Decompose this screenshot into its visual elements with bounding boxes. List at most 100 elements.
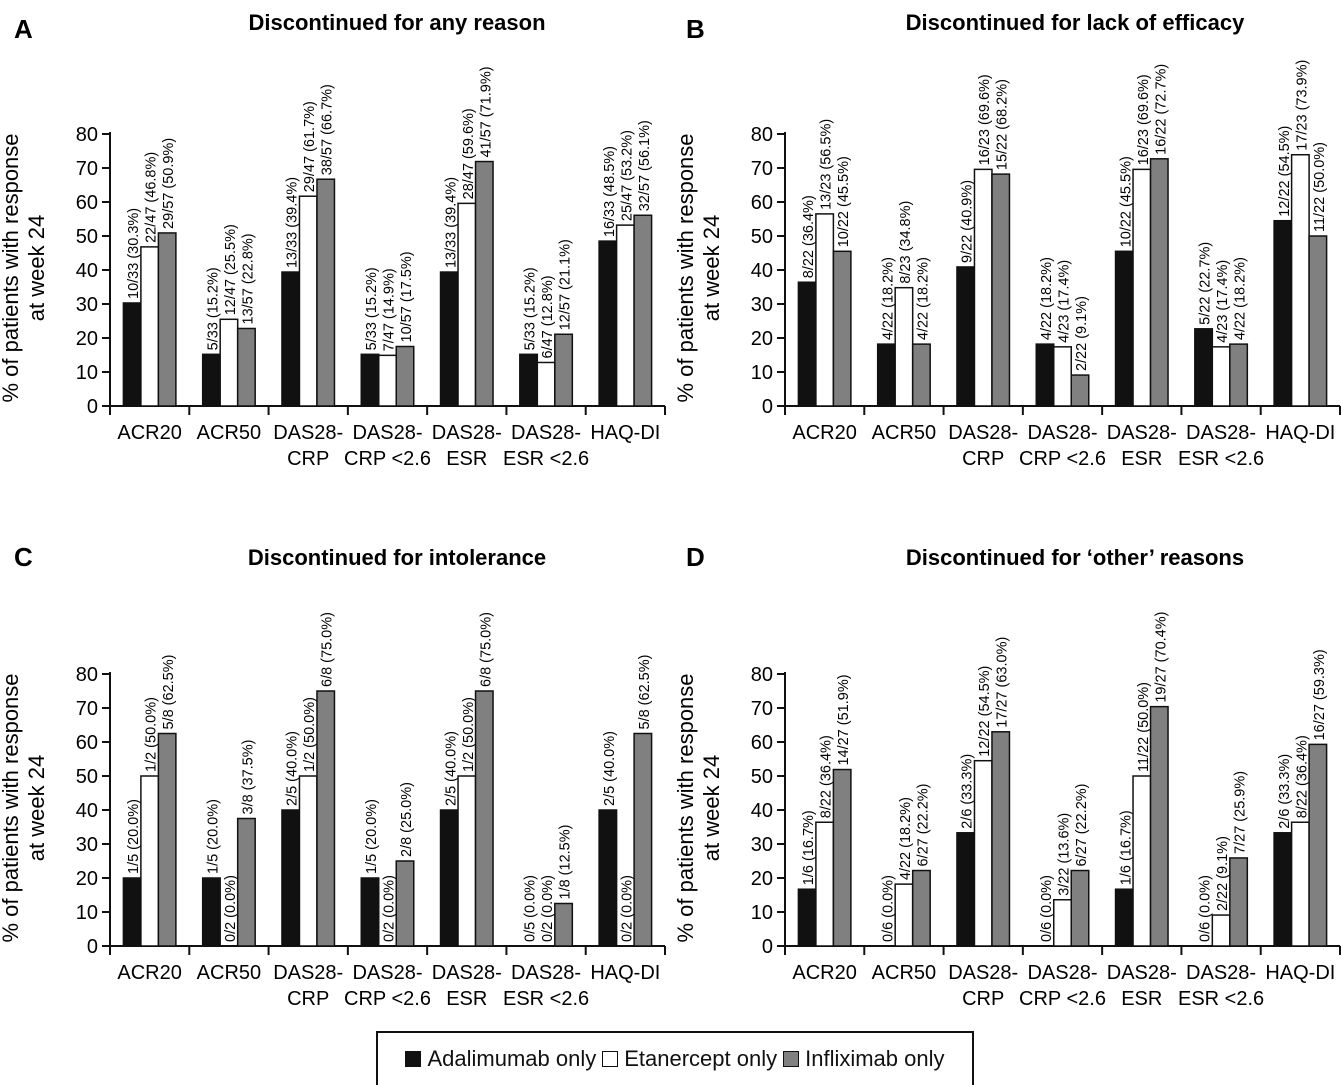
- y-axis-label-line: % of patients with response: [673, 133, 698, 402]
- data-label: 4/23 (17.4%): [1215, 260, 1231, 343]
- y-tick-label: 20: [751, 328, 773, 350]
- bar: [815, 821, 835, 947]
- data-label: 4/22 (18.2%): [898, 797, 914, 880]
- data-label: 7/27 (25.9%): [1233, 771, 1249, 854]
- data-label: 2/22 (9.1%): [1074, 296, 1090, 371]
- bar: [219, 318, 239, 407]
- y-tick-label: 50: [751, 766, 773, 788]
- data-label: 2/8 (25.0%): [399, 782, 415, 857]
- y-tick-label: 0: [762, 396, 773, 418]
- data-label: 8/22 (36.4%): [801, 195, 817, 278]
- x-tick-label: DAS28-: [1107, 962, 1177, 984]
- x-tick-label: DAS28-: [948, 962, 1018, 984]
- data-label: 0/6 (0.0%): [880, 875, 896, 942]
- data-label: 4/22 (18.2%): [915, 257, 931, 340]
- data-label: 10/22 (45.5%): [836, 156, 852, 247]
- bar: [281, 809, 301, 947]
- bar: [815, 213, 835, 407]
- y-axis-label-line: at week 24: [24, 215, 49, 321]
- bar: [598, 240, 618, 407]
- x-tick-label: ESR <2.6: [503, 988, 589, 1010]
- y-axis-label-line: at week 24: [699, 215, 724, 321]
- data-label: 1/5 (20.0%): [364, 799, 380, 874]
- data-label: 5/33 (15.2%): [523, 267, 539, 350]
- bar: [281, 271, 301, 407]
- bar: [956, 266, 976, 407]
- data-label: 2/5 (40.0%): [285, 731, 301, 806]
- y-tick-label: 20: [76, 868, 98, 890]
- data-label: 4/23 (17.4%): [1057, 260, 1073, 343]
- data-label: 16/27 (59.3%): [1312, 649, 1328, 740]
- data-label: 10/57 (17.5%): [399, 251, 415, 342]
- y-tick-label: 0: [87, 936, 98, 958]
- bar: [1149, 158, 1169, 407]
- panel-letter: B: [686, 14, 705, 44]
- data-label: 13/23 (56.5%): [819, 119, 835, 210]
- x-tick-label: DAS28-: [1107, 422, 1177, 444]
- bar: [991, 731, 1011, 947]
- bar: [615, 224, 635, 407]
- data-label: 16/22 (72.7%): [1153, 64, 1169, 155]
- bar: [911, 343, 931, 407]
- x-tick-label: ACR50: [197, 962, 261, 984]
- data-label: 6/47 (12.8%): [540, 275, 556, 358]
- bar: [157, 232, 177, 407]
- x-tick-label: ACR20: [792, 422, 856, 444]
- bar: [1035, 343, 1055, 407]
- y-tick-label: 40: [76, 800, 98, 822]
- bar: [474, 690, 494, 947]
- x-tick-label: ACR50: [872, 422, 936, 444]
- data-label: 12/22 (54.5%): [1277, 126, 1293, 217]
- data-label: 13/33 (39.4%): [443, 177, 459, 268]
- data-label: 2/6 (33.3%): [960, 754, 976, 829]
- panel-title: Discontinued for ‘other’ reasons: [906, 545, 1244, 570]
- data-label: 25/47 (53.2%): [619, 130, 635, 221]
- bar: [536, 361, 556, 407]
- panel-title: Discontinued for any reason: [248, 10, 545, 35]
- bar: [1308, 743, 1328, 947]
- data-label: 8/22 (36.4%): [819, 735, 835, 818]
- x-tick-label: HAQ-DI: [1265, 962, 1335, 984]
- y-tick-label: 70: [751, 698, 773, 720]
- bar: [1229, 857, 1249, 947]
- bar: [832, 768, 852, 947]
- data-label: 6/8 (75.0%): [478, 612, 494, 687]
- x-tick-label: ACR50: [872, 962, 936, 984]
- y-tick-label: 80: [76, 124, 98, 146]
- data-label: 12/57 (21.1%): [558, 239, 574, 330]
- data-label: 5/8 (62.5%): [637, 655, 653, 730]
- y-axis-label-line: % of patients with response: [0, 133, 23, 402]
- data-label: 41/57 (71.9%): [478, 66, 494, 157]
- panel-letter: C: [14, 542, 33, 572]
- y-tick-label: 80: [76, 664, 98, 686]
- data-label: 1/5 (20.0%): [205, 799, 221, 874]
- y-tick-label: 30: [76, 294, 98, 316]
- data-label: 6/8 (75.0%): [320, 612, 336, 687]
- x-tick-label: DAS28-: [432, 962, 502, 984]
- data-label: 22/47 (46.8%): [144, 152, 160, 243]
- y-tick-label: 0: [762, 936, 773, 958]
- x-tick-label: ESR <2.6: [503, 448, 589, 470]
- data-label: 1/5 (20.0%): [126, 799, 142, 874]
- y-tick-label: 0: [87, 396, 98, 418]
- bar: [1149, 705, 1169, 947]
- bar: [1070, 374, 1090, 407]
- x-tick-label: CRP: [962, 988, 1004, 1010]
- x-tick-label: CRP: [287, 448, 329, 470]
- bar: [1211, 346, 1231, 407]
- y-tick-label: 60: [76, 732, 98, 754]
- bar: [360, 353, 380, 407]
- x-tick-label: ESR: [446, 988, 487, 1010]
- x-tick-label: ESR <2.6: [1178, 988, 1264, 1010]
- bar: [439, 271, 459, 407]
- data-label: 0/2 (0.0%): [382, 875, 398, 942]
- data-label: 32/57 (56.1%): [637, 120, 653, 211]
- bar: [457, 775, 477, 947]
- data-label: 5/33 (15.2%): [364, 267, 380, 350]
- data-label: 10/22 (45.5%): [1118, 156, 1134, 247]
- data-label: 2/22 (9.1%): [1215, 836, 1231, 911]
- x-tick-label: DAS28-: [273, 422, 343, 444]
- data-label: 8/23 (34.8%): [898, 201, 914, 284]
- data-label: 1/8 (12.5%): [558, 825, 574, 900]
